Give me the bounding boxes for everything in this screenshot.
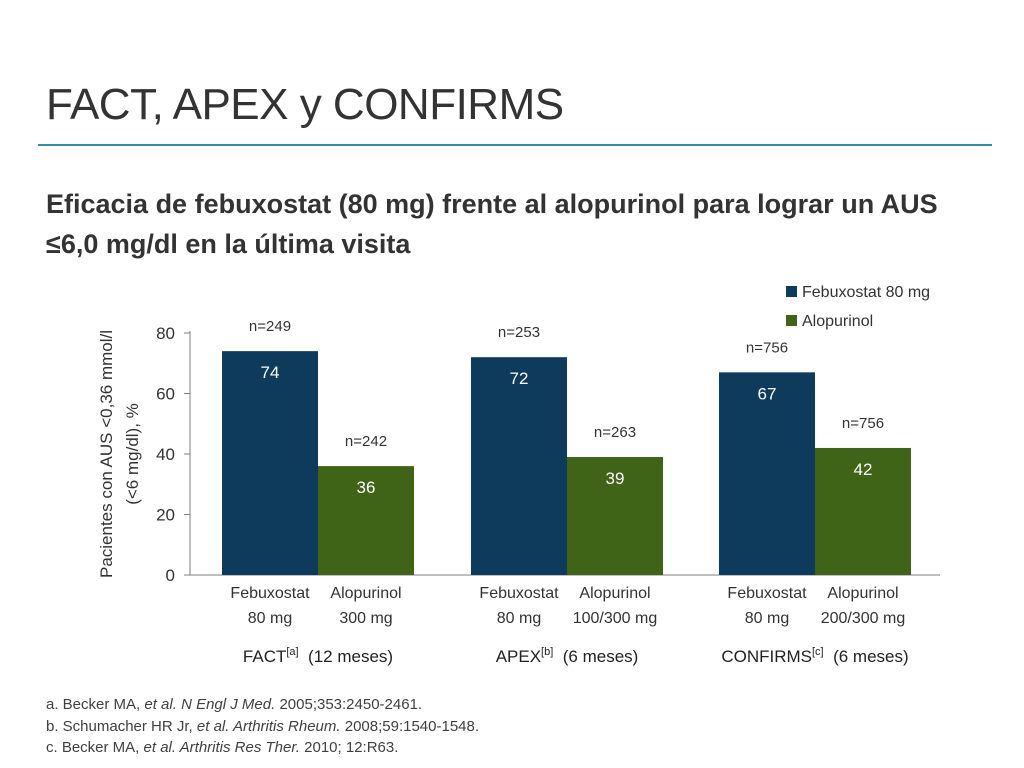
bar-n-label: n=756 [842,415,884,432]
reference-c: c. Becker MA, et al. Arthritis Res Ther.… [46,739,399,756]
y-axis-label: Pacientes con AUS <0,36 mmol/l [97,330,116,578]
group-label: APEX[b] (6 meses) [496,646,639,666]
x-category-label: Alopurinol [827,585,898,602]
x-category-label: Febuxostat [230,585,310,602]
chart-subtitle: Eficacia de febuxostat (80 mg) frente al… [46,189,938,259]
x-category-label: 80 mg [248,610,292,627]
group-name: FACT [243,647,286,666]
group-reference: [b] [541,646,553,658]
bar [815,447,911,575]
reference-a: a. Becker MA, et al. N Engl J Med. 2005;… [46,696,423,713]
references: a. Becker MA, et al. N Engl J Med. 2005;… [46,694,479,759]
x-category-label: Alopurinol [330,585,401,602]
bar [719,372,815,575]
bar-value-label: 36 [357,478,376,497]
legend-label: Alopurinol [802,313,873,330]
bar-value-label: 67 [758,384,777,403]
x-category-label: 200/300 mg [821,610,906,627]
x-category-label: 300 mg [339,610,392,627]
group-name: CONFIRMS [721,647,812,666]
bar-chart: 0 20 40 60 80 Pacientes con AUS <0,36 mmol/l (… [97,284,940,666]
group-duration: (6 meses) [563,647,639,666]
reference-b: b. Schumacher HR Jr, et al. Arthritis Rh… [46,717,480,735]
group-duration: (12 meses) [308,647,393,666]
x-category-label: 100/300 mg [573,610,658,627]
group-duration: (6 meses) [833,647,909,666]
bar [222,351,318,575]
legend-label: Febuxostat 80 mg [802,284,930,301]
x-category-label: Febuxostat [479,585,559,602]
slide-title: FACT, APEX y CONFIRMS [46,80,564,129]
x-category-label: 80 mg [497,610,541,627]
y-axis-label: (<6 mg/dl), % [123,403,142,505]
bar-n-label: n=249 [249,318,291,335]
bar [318,466,414,575]
group-label: FACT[a] (12 meses) [243,646,393,666]
y-tick-label: 60 [156,385,175,404]
bar [471,357,567,575]
y-tick-label: 40 [156,445,175,464]
x-category-label: 80 mg [745,610,789,627]
title-divider [38,144,992,146]
bar-value-label: 72 [510,369,529,388]
legend-swatch [786,286,797,297]
y-tick-label: 0 [166,566,175,585]
bar [567,457,663,575]
bar-value-label: 42 [854,460,873,479]
bar-n-label: n=242 [345,433,387,450]
y-tick-label: 80 [156,324,175,343]
y-tick-label: 20 [156,506,175,525]
bar-n-label: n=756 [746,339,788,356]
x-category-label: Febuxostat [727,585,807,602]
bar-value-label: 39 [606,469,625,488]
bar-value-label: 74 [261,363,280,382]
bar-n-label: n=253 [498,324,540,341]
legend-swatch [786,315,797,326]
group-reference: [a] [286,646,298,658]
group-label: CONFIRMS[c] (6 meses) [721,646,908,666]
bar-n-label: n=263 [594,424,636,441]
x-category-label: Alopurinol [579,585,650,602]
group-name: APEX [496,647,541,666]
group-reference: [c] [812,646,824,658]
